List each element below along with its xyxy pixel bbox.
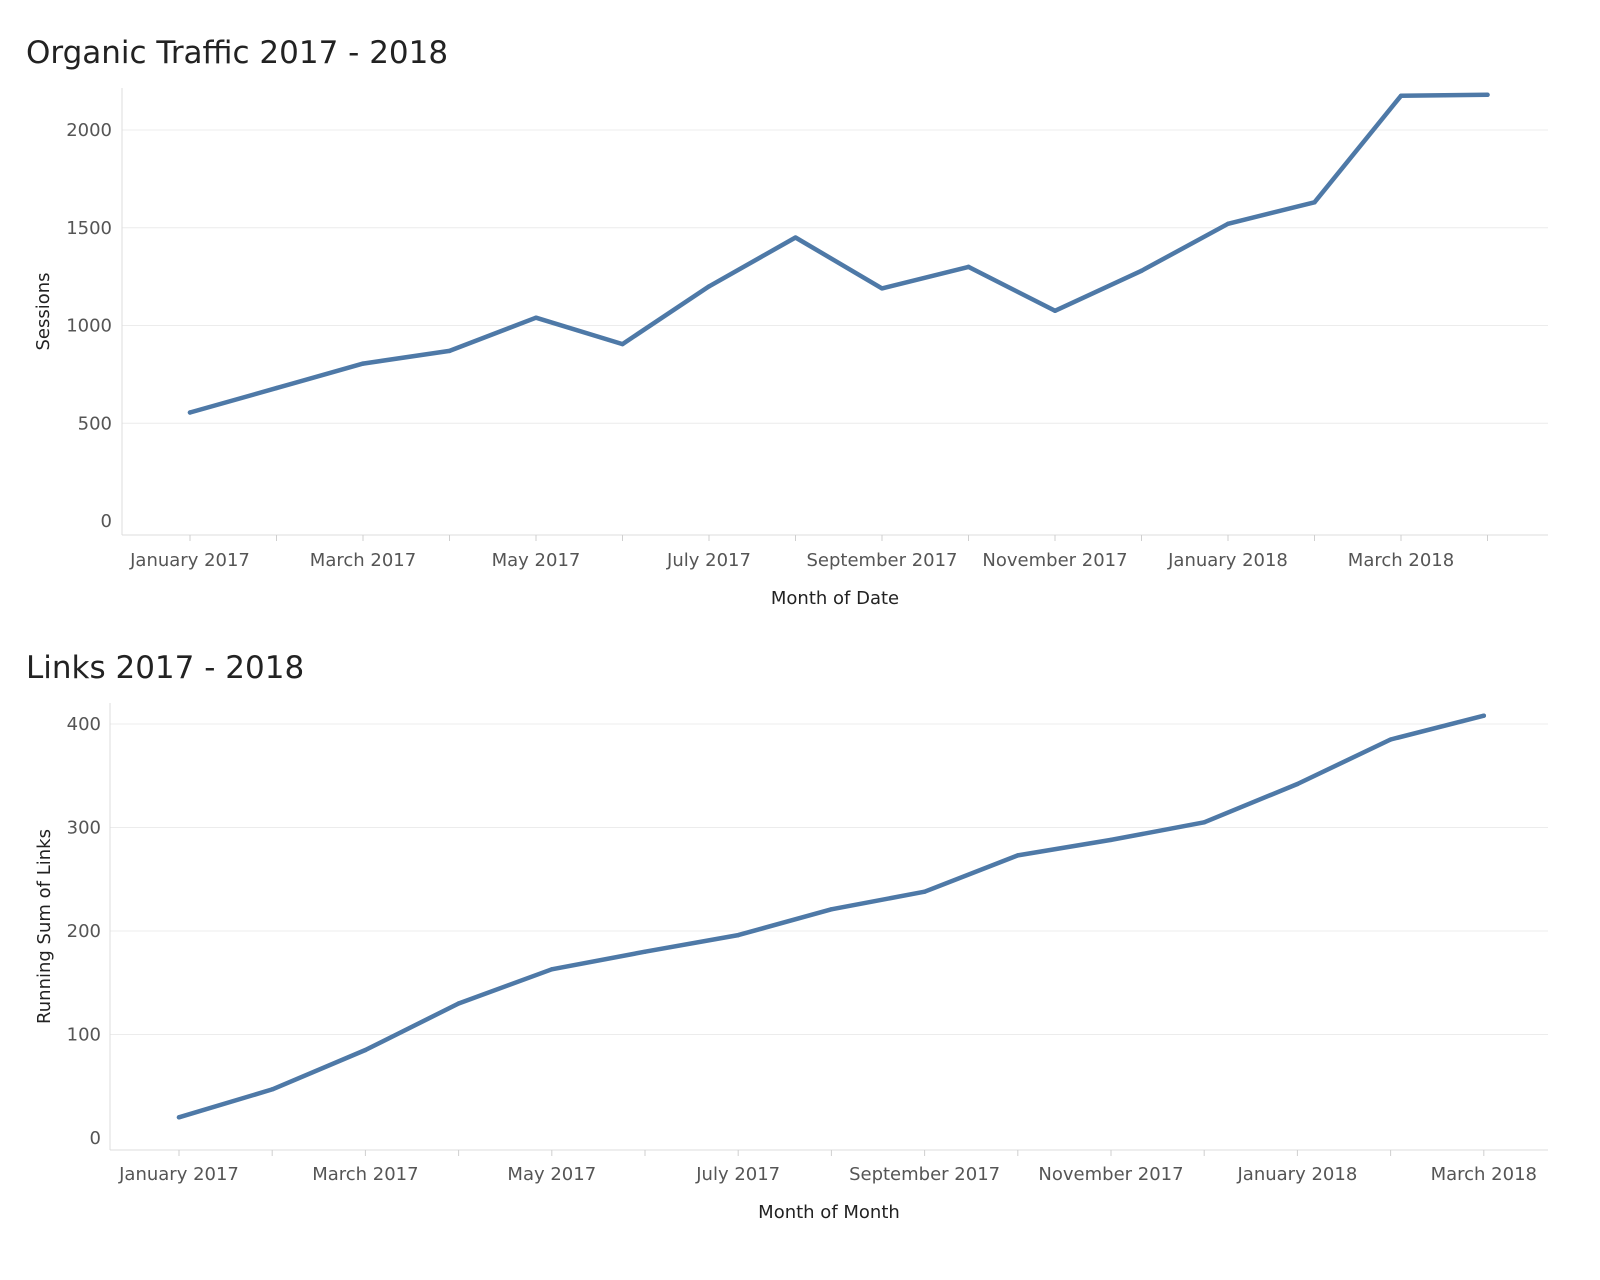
series-line xyxy=(176,713,1487,1120)
data-point xyxy=(1312,200,1317,205)
data-point xyxy=(456,1001,461,1006)
y-tick-label: 200 xyxy=(67,921,101,942)
data-point xyxy=(176,1115,182,1120)
x-tick-label: March 2018 xyxy=(1348,550,1454,571)
y-axis-title: Sessions xyxy=(33,272,54,350)
data-point xyxy=(187,410,193,415)
data-point xyxy=(736,932,741,938)
organic-traffic-chart: Organic Traffic 2017 - 2018 0 500 1000 1500 2… xyxy=(26,35,1548,609)
x-tick-label: March 2017 xyxy=(310,550,416,571)
data-point xyxy=(642,949,648,954)
y-tick-label: 1000 xyxy=(66,316,112,337)
data-point xyxy=(1052,308,1058,314)
y-tick-label: 100 xyxy=(67,1025,101,1046)
chart-title: Organic Traffic 2017 - 2018 xyxy=(26,35,448,71)
data-point xyxy=(1202,820,1207,825)
data-point xyxy=(1015,853,1020,858)
data-point xyxy=(706,284,712,289)
data-point xyxy=(829,907,834,912)
x-tick-label: January 2018 xyxy=(1237,1164,1358,1185)
x-tick-label: May 2017 xyxy=(492,550,581,571)
x-axis-title: Month of Month xyxy=(758,1202,900,1223)
data-point xyxy=(549,967,554,972)
data-point xyxy=(1295,781,1300,787)
data-point xyxy=(1481,713,1487,718)
x-tick-label: March 2017 xyxy=(312,1164,418,1185)
data-point xyxy=(533,315,539,320)
x-axis-title: Month of Date xyxy=(771,588,899,609)
data-point xyxy=(1139,268,1144,273)
data-point xyxy=(966,264,971,270)
y-tick-label: 0 xyxy=(90,1128,101,1149)
data-point xyxy=(363,1047,368,1053)
x-tick-label: November 2017 xyxy=(1038,1164,1183,1185)
y-tick-label: 500 xyxy=(78,413,112,434)
data-point xyxy=(360,361,366,366)
y-tick-label: 300 xyxy=(67,818,101,839)
x-tick-label: January 2017 xyxy=(118,1164,239,1185)
data-point xyxy=(1388,737,1393,742)
data-point xyxy=(793,235,798,240)
data-point xyxy=(922,889,927,894)
data-point xyxy=(1225,221,1231,227)
y-tick-label: 2000 xyxy=(66,120,112,141)
data-point xyxy=(447,348,452,354)
x-tick-label: July 2017 xyxy=(695,1164,780,1185)
x-tick-label: January 2017 xyxy=(129,550,250,571)
links-chart: Links 2017 - 2018 0 100 200 300 400 January 20… xyxy=(26,650,1548,1223)
y-tick-label: 400 xyxy=(67,714,101,735)
x-tick-label: January 2018 xyxy=(1167,550,1288,571)
chart-title: Links 2017 - 2018 xyxy=(26,650,304,686)
data-point xyxy=(879,286,885,291)
data-point xyxy=(1108,837,1114,843)
y-tick-label: 0 xyxy=(101,511,112,532)
x-tick-label: March 2018 xyxy=(1431,1164,1537,1185)
data-point xyxy=(274,385,279,391)
data-point xyxy=(1485,92,1490,98)
data-point xyxy=(620,341,625,347)
data-point xyxy=(270,1087,275,1092)
x-tick-label: July 2017 xyxy=(666,550,751,571)
y-tick-label: 1500 xyxy=(66,218,112,239)
data-point xyxy=(1398,93,1404,98)
series-line xyxy=(187,92,1490,415)
x-tick-label: November 2017 xyxy=(982,550,1127,571)
x-tick-label: September 2017 xyxy=(806,550,957,571)
x-tick-label: May 2017 xyxy=(507,1164,596,1185)
x-tick-label: September 2017 xyxy=(849,1164,1000,1185)
y-axis-title: Running Sum of Links xyxy=(34,829,55,1024)
